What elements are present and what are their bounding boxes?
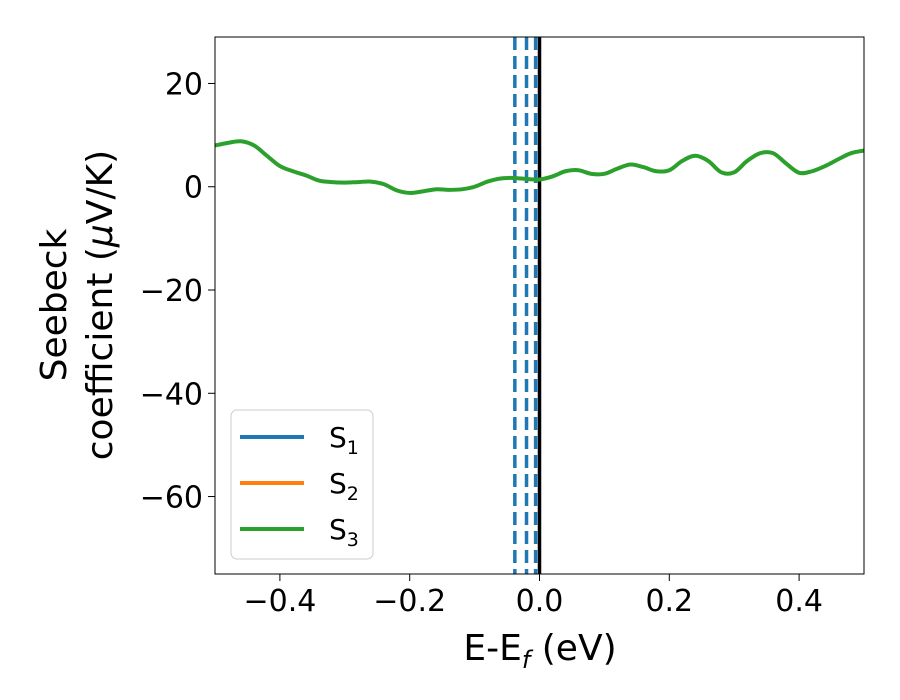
y-tick-label: −60 [140,481,203,516]
x-tick-label: 0.4 [775,584,823,619]
vertical-lines [513,37,542,574]
y-axis-title-line1: Seebeck [34,228,75,381]
legend-label-s2: S2 [329,467,359,505]
y-axis-title-post: V/K) [80,150,121,224]
legend-label-sub: 1 [347,437,359,459]
y-tick-label: −40 [140,377,203,412]
x-axis-title: E-Ef (eV) [463,628,616,674]
x-tick-label: −0.4 [243,584,316,619]
x-axis-title-rest: (eV) [530,628,616,669]
x-axis-title-base: E-E [463,628,521,669]
y-axis-title-mu: μ [80,224,121,248]
legend-label-s1: S1 [329,421,359,459]
y-axis-title-line2: coefficient (μV/K) [80,150,121,460]
y-tick-label: −20 [140,274,203,309]
y-axis-title-pre: coefficient ( [80,247,121,460]
series-lines [215,139,864,195]
y-axis-title: Seebeck coefficient (μV/K) [34,150,121,460]
legend-label-name: S [329,513,347,546]
y-tick-label: 20 [165,67,203,102]
y-tick-label: 0 [184,171,203,206]
x-tick-label: 0.2 [645,584,693,619]
legend-label-sub: 3 [347,529,359,551]
x-tick-label: −0.2 [373,584,446,619]
legend-label-name: S [329,467,347,500]
y-axis: 20 0 −20 −40 −60 [140,67,215,516]
legend-label-s3: S3 [329,513,359,551]
x-tick-label: 0.0 [516,584,564,619]
series-line-s3 [215,139,864,195]
legend-label-sub: 2 [347,483,359,505]
legend-label-name: S [329,421,347,454]
x-axis: −0.4 −0.2 0.0 0.2 0.4 [243,574,823,619]
